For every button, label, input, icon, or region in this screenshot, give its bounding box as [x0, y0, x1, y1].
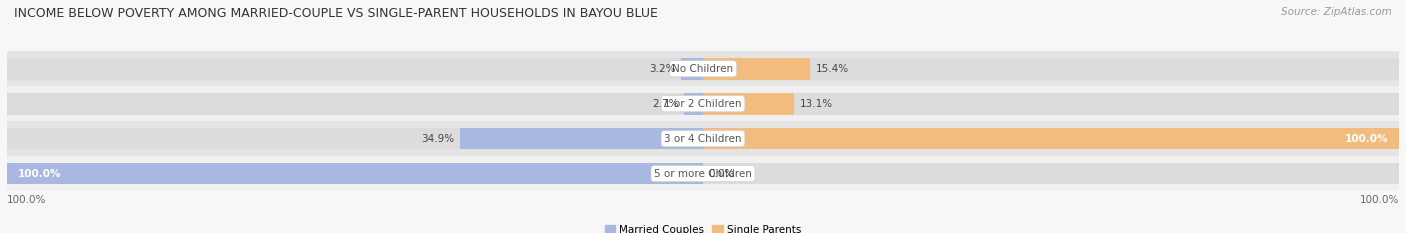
Text: Source: ZipAtlas.com: Source: ZipAtlas.com: [1281, 7, 1392, 17]
Text: 2.7%: 2.7%: [652, 99, 679, 109]
Text: No Children: No Children: [672, 64, 734, 74]
Text: 100.0%: 100.0%: [1346, 134, 1389, 144]
Text: 5 or more Children: 5 or more Children: [654, 169, 752, 178]
Bar: [7, 163, 703, 185]
Bar: [7, 163, 703, 185]
Text: 13.1%: 13.1%: [800, 99, 832, 109]
Text: 3.2%: 3.2%: [648, 64, 675, 74]
Legend: Married Couples, Single Parents: Married Couples, Single Parents: [600, 221, 806, 233]
Bar: [7, 156, 1399, 191]
Bar: [685, 93, 703, 115]
Bar: [681, 58, 703, 80]
Bar: [703, 128, 1399, 150]
Bar: [7, 93, 703, 115]
Bar: [703, 58, 1399, 80]
Text: 100.0%: 100.0%: [17, 169, 60, 178]
Text: 1 or 2 Children: 1 or 2 Children: [664, 99, 742, 109]
Bar: [703, 93, 1399, 115]
Bar: [7, 58, 703, 80]
Text: INCOME BELOW POVERTY AMONG MARRIED-COUPLE VS SINGLE-PARENT HOUSEHOLDS IN BAYOU B: INCOME BELOW POVERTY AMONG MARRIED-COUPL…: [14, 7, 658, 20]
Bar: [703, 58, 810, 80]
Bar: [703, 128, 1399, 150]
Text: 15.4%: 15.4%: [815, 64, 849, 74]
Bar: [703, 93, 794, 115]
Text: 100.0%: 100.0%: [7, 195, 46, 205]
Text: 0.0%: 0.0%: [709, 169, 735, 178]
Text: 3 or 4 Children: 3 or 4 Children: [664, 134, 742, 144]
Bar: [7, 86, 1399, 121]
Text: 34.9%: 34.9%: [422, 134, 454, 144]
Bar: [703, 163, 1399, 185]
Text: 100.0%: 100.0%: [1360, 195, 1399, 205]
Bar: [460, 128, 703, 150]
Bar: [7, 121, 1399, 156]
Bar: [7, 128, 703, 150]
Bar: [7, 51, 1399, 86]
